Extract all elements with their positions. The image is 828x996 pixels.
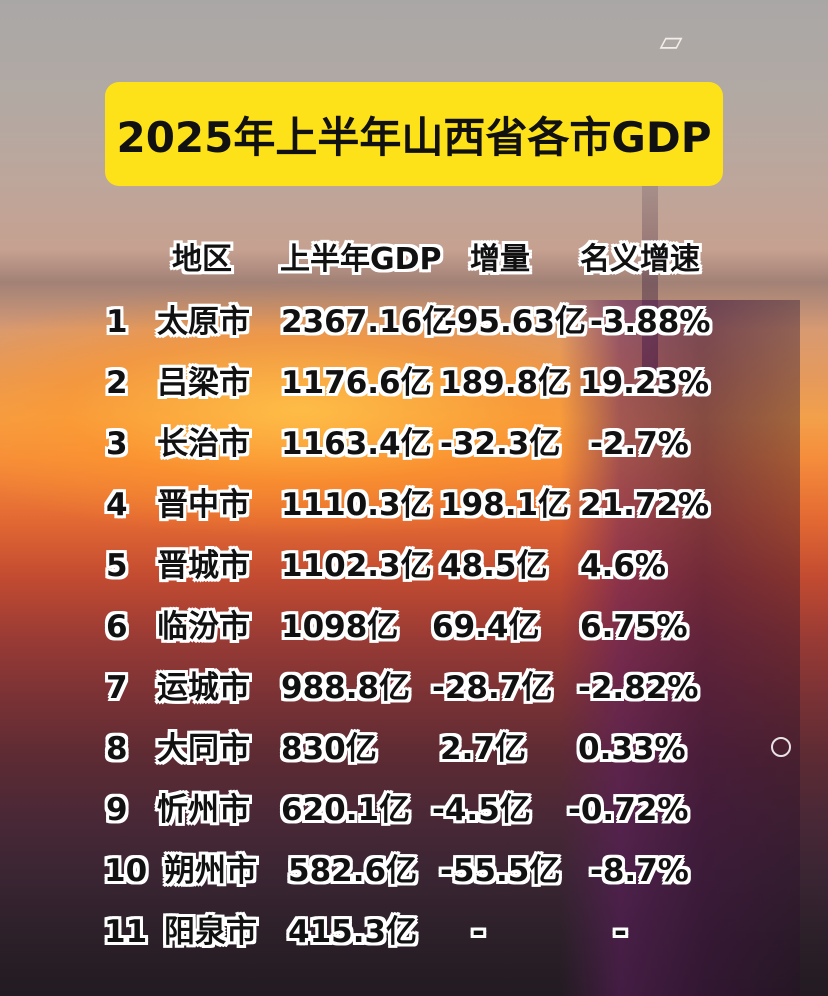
row-gdp: 1098亿 (281, 609, 399, 645)
header-region: 地区 (172, 242, 232, 277)
background-tower (560, 300, 800, 996)
row-rank: 3 (106, 426, 128, 462)
row-growth: -0.72% (568, 792, 689, 828)
row-growth: 0.33% (578, 731, 686, 767)
row-rank: 11 (104, 914, 148, 950)
row-gdp: 620.1亿 (281, 792, 411, 828)
row-gdp: 415.3亿 (288, 914, 418, 950)
row-growth: 6.75% (580, 609, 688, 645)
row-city: 忻州市 (157, 792, 250, 828)
row-gdp: 988.8亿 (281, 670, 411, 706)
row-increase: 198.1亿 (440, 487, 570, 523)
row-city: 晋城市 (157, 548, 250, 584)
row-growth: - (614, 914, 627, 950)
table-row: 3 长治市 1163.4亿 -32.3亿 -2.7% (0, 416, 828, 472)
page-title: 2025年上半年山西省各市GDP (116, 112, 712, 162)
row-gdp: 1102.3亿 (281, 548, 432, 584)
row-rank: 1 (106, 304, 128, 340)
row-city: 阳泉市 (164, 914, 257, 950)
row-rank: 4 (106, 487, 128, 523)
row-increase: 69.4亿 (432, 609, 540, 645)
row-rank: 8 (106, 731, 128, 767)
row-city: 晋中市 (157, 487, 250, 523)
table-row: 10 朔州市 582.6亿 -55.5亿 -8.7% (0, 843, 828, 899)
row-gdp: 830亿 (281, 731, 377, 767)
row-rank: 5 (106, 548, 128, 584)
header-gdp: 上半年GDP (280, 242, 442, 277)
table-row: 2 吕梁市 1176.6亿 189.8亿 19.23% (0, 355, 828, 411)
row-gdp: 1163.4亿 (281, 426, 432, 462)
row-growth: -8.7% (590, 853, 689, 889)
row-increase: -28.7亿 (432, 670, 553, 706)
header-growth: 名义增速 (580, 242, 700, 277)
row-increase: -95.63亿 (444, 304, 586, 340)
circle-outline-icon (771, 737, 791, 757)
row-increase: 189.8亿 (440, 365, 570, 401)
header-increase: 增量 (470, 242, 530, 277)
row-city: 大同市 (157, 731, 250, 767)
row-city: 太原市 (157, 304, 250, 340)
table-row: 4 晋中市 1110.3亿 198.1亿 21.72% (0, 477, 828, 533)
row-gdp: 1176.6亿 (281, 365, 432, 401)
row-growth: 21.72% (580, 487, 710, 523)
row-city: 吕梁市 (157, 365, 250, 401)
row-increase: - (472, 914, 485, 950)
table-row: 9 忻州市 620.1亿 -4.5亿 -0.72% (0, 782, 828, 838)
row-growth: -2.7% (590, 426, 689, 462)
row-increase: -55.5亿 (440, 853, 561, 889)
row-growth: -2.82% (578, 670, 699, 706)
row-city: 朔州市 (164, 853, 257, 889)
row-rank: 7 (106, 670, 128, 706)
row-increase: -32.3亿 (440, 426, 561, 462)
table-row: 5 晋城市 1102.3亿 48.5亿 4.6% (0, 538, 828, 594)
title-banner: 2025年上半年山西省各市GDP (105, 82, 723, 186)
row-rank: 2 (106, 365, 128, 401)
row-increase: 48.5亿 (440, 548, 548, 584)
row-increase: -4.5亿 (432, 792, 531, 828)
row-gdp: 582.6亿 (288, 853, 418, 889)
row-rank: 9 (106, 792, 128, 828)
row-rank: 10 (104, 853, 148, 889)
row-growth: 19.23% (580, 365, 710, 401)
table-row: 1 太原市 2367.16亿 -95.63亿 -3.88% (0, 294, 828, 350)
row-city: 长治市 (157, 426, 250, 462)
table-row: 11 阳泉市 415.3亿 - - (0, 904, 828, 960)
row-city: 运城市 (157, 670, 250, 706)
row-gdp: 2367.16亿 (281, 304, 454, 340)
row-city: 临汾市 (157, 609, 250, 645)
white-parallelogram-icon: ▱ (659, 24, 683, 59)
table-row: 8 大同市 830亿 2.7亿 0.33% (0, 721, 828, 777)
row-increase: 2.7亿 (440, 731, 526, 767)
row-gdp: 1110.3亿 (281, 487, 432, 523)
row-growth: 4.6% (580, 548, 666, 584)
table-row: 6 临汾市 1098亿 69.4亿 6.75% (0, 599, 828, 655)
table-row: 7 运城市 988.8亿 -28.7亿 -2.82% (0, 660, 828, 716)
row-growth: -3.88% (590, 304, 711, 340)
row-rank: 6 (106, 609, 128, 645)
